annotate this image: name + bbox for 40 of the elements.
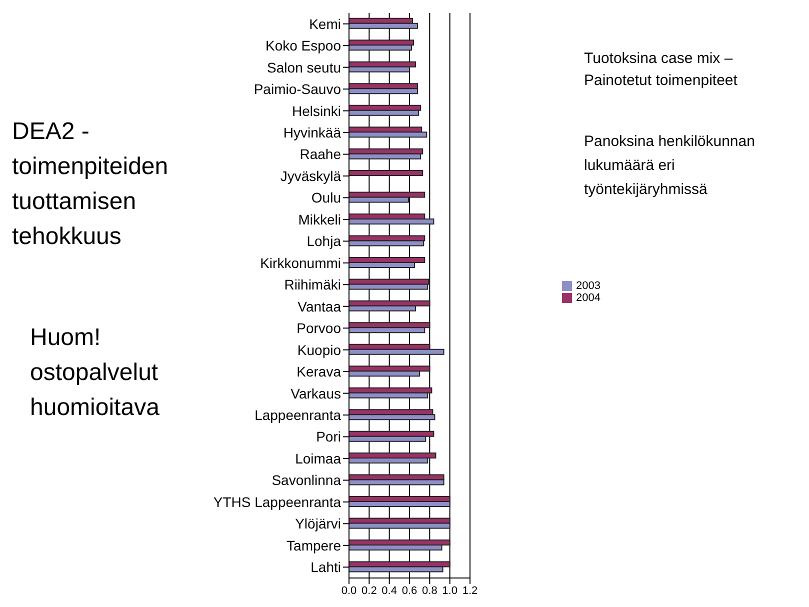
y-tick-label: Koko Espoo (266, 38, 342, 54)
x-tick-label: 0.2 (362, 584, 377, 597)
y-tick-label: Lappeenranta (254, 406, 342, 423)
legend-label: 2003 (576, 280, 600, 292)
y-tick-label: Helsinki (292, 102, 341, 119)
x-tick-label: 1.0 (442, 584, 458, 597)
x-tick-label: 0.0 (341, 584, 357, 597)
y-tick-label: Riihimäki (284, 276, 341, 293)
y-tick-label: Pori (316, 428, 341, 445)
y-tick-label: Raahe (300, 146, 342, 162)
y-tick-label: Paimio-Sauvo (254, 81, 342, 98)
y-tick-label: Salon seutu (267, 59, 341, 76)
text: Huom! ostopalvelut huomioitava (30, 323, 160, 423)
y-tick-label: Varkaus (290, 385, 341, 402)
text: DEA2 - toimenpiteiden tuottamisen tehokkuus (12, 117, 168, 252)
y-tick-label: YTHS Lappeenranta (213, 494, 342, 510)
y-tick-label: Kirkkonummi (260, 254, 341, 271)
y-tick-label: Oulu (311, 190, 341, 206)
text: Panoksina henkilökunnan lukumäärä eri työntekijäryhmissä (584, 132, 755, 200)
x-tick-label: 0.6 (402, 584, 418, 597)
y-tick-label: Lohja (306, 233, 342, 250)
y-tick-label: Kuopio (297, 342, 342, 358)
text: Tuotoksina case mix – Painotetut toimenpiteet (584, 49, 738, 91)
y-tick-label: Loimaa (295, 450, 342, 466)
y-tick-label: Kemi (309, 16, 341, 32)
x-tick-label: 0.4 (382, 584, 397, 597)
y-tick-label: Tampere (286, 537, 342, 554)
legend-label: 2004 (576, 292, 600, 304)
y-tick-label: Lahti (310, 559, 341, 576)
y-tick-label: Ylöjärvi (295, 516, 341, 532)
bar (349, 170, 424, 176)
y-tick-label: Porvoo (296, 320, 342, 336)
x-tick-label: 1.2 (462, 584, 478, 597)
y-tick-label: Savonlinna (272, 472, 342, 488)
y-tick-label: Mikkeli (298, 211, 341, 228)
y-tick-label: Jyväskylä (280, 168, 342, 184)
y-tick-label: Hyvinkää (283, 124, 342, 140)
x-tick-label: 0.8 (422, 584, 438, 597)
y-tick-label: Kerava (296, 364, 342, 380)
y-tick-label: Vantaa (298, 298, 342, 314)
